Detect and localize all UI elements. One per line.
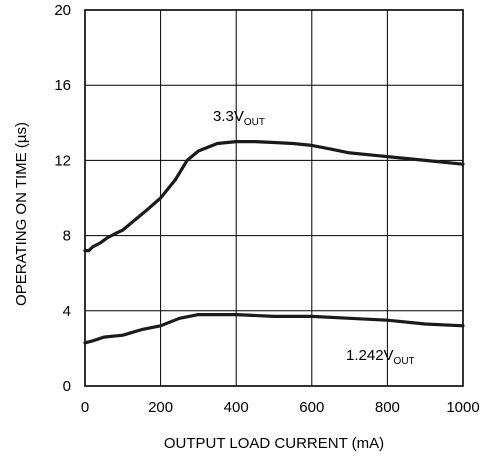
x-axis-label: OUTPUT LOAD CURRENT (mA) — [164, 435, 384, 452]
series-line-1v242-out — [83, 313, 465, 345]
series-line-3v3-out — [83, 140, 465, 253]
series-label-3v3: 3.3VOUT — [213, 108, 265, 128]
tick-labels: 0 200 400 600 800 1000 0 4 8 12 16 20 — [54, 2, 479, 416]
y-tick-label: 12 — [54, 152, 71, 169]
x-tick-label: 0 — [81, 399, 89, 416]
y-tick-label: 8 — [63, 228, 71, 245]
y-tick-label: 0 — [63, 378, 71, 395]
x-tick-label: 200 — [148, 399, 173, 416]
y-tick-label: 4 — [63, 303, 71, 320]
x-tick-label: 800 — [375, 399, 400, 416]
series-group — [83, 140, 465, 345]
series-label-1v242: 1.242VOUT — [346, 347, 415, 367]
grid — [85, 10, 463, 386]
x-tick-label: 400 — [224, 399, 249, 416]
y-tick-label: 20 — [54, 2, 71, 19]
plot-frame — [84, 9, 464, 387]
y-axis-label: OPERATING ON TIME (µs) — [13, 122, 30, 306]
x-tick-label: 600 — [299, 399, 324, 416]
x-tick-label: 1000 — [446, 399, 479, 416]
y-tick-label: 16 — [54, 77, 71, 94]
